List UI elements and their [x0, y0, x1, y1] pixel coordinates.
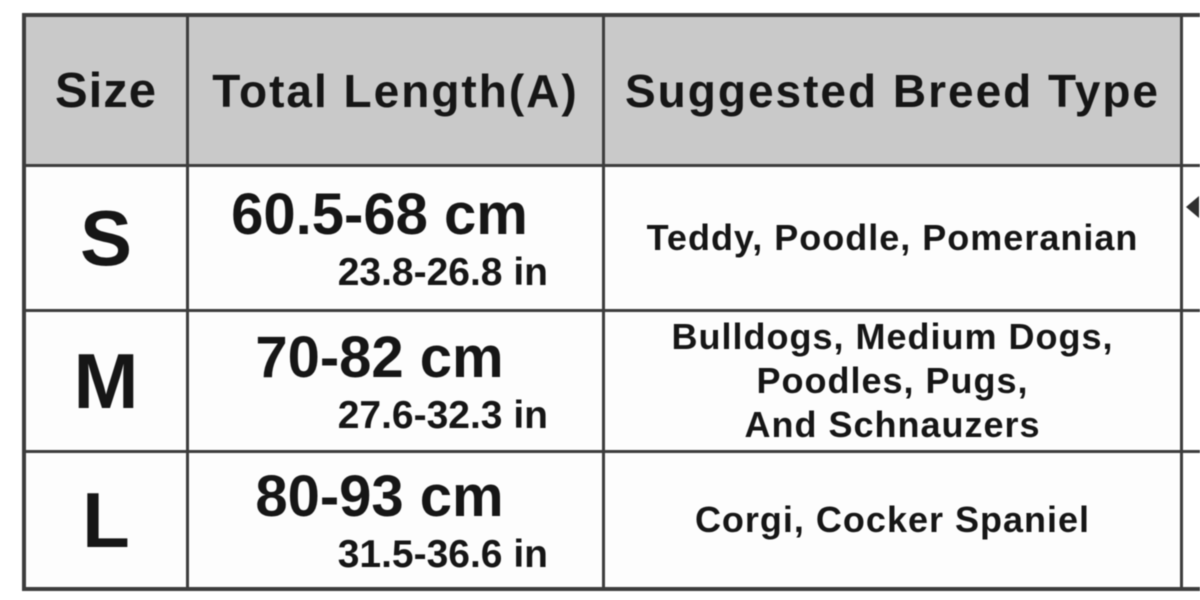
size-chart-table: Size Total Length(A) Suggested Breed Typ…: [22, 13, 1200, 591]
cutoff-cell: [1183, 167, 1200, 312]
length-cell-s: 60.5-68 cm 23.8-26.8 in: [189, 167, 605, 312]
length-cell-m: 70-82 cm 27.6-32.3 in: [189, 312, 605, 453]
size-cell-m: M: [26, 312, 189, 453]
breed-line: Poodles, Pugs,: [756, 360, 1029, 402]
size-cell-l: L: [26, 453, 189, 587]
length-in-s: 23.8-26.8 in: [337, 251, 548, 294]
left-arrowhead-icon: [1186, 196, 1199, 218]
length-cell-l: 80-93 cm 31.5-36.6 in: [189, 453, 605, 587]
header-cutoff-cell: [1183, 17, 1200, 167]
breed-line: Bulldogs, Medium Dogs,: [671, 316, 1114, 358]
header-size: Size: [26, 17, 189, 167]
breed-line: Teddy, Poodle, Pomeranian: [646, 217, 1139, 259]
header-breed-type: Suggested Breed Type: [605, 17, 1183, 167]
breed-cell-m: Bulldogs, Medium Dogs, Poodles, Pugs, An…: [605, 312, 1183, 453]
cutoff-cell: [1183, 453, 1200, 587]
breed-line: And Schnauzers: [744, 403, 1041, 445]
length-cm-l: 80-93 cm: [255, 464, 504, 529]
breed-cell-l: Corgi, Cocker Spaniel: [605, 453, 1183, 587]
size-cell-s: S: [26, 167, 189, 312]
length-cm-m: 70-82 cm: [255, 325, 504, 390]
length-in-m: 27.6-32.3 in: [337, 394, 548, 437]
header-total-length: Total Length(A): [189, 17, 605, 167]
breed-cell-s: Teddy, Poodle, Pomeranian: [605, 167, 1183, 312]
length-in-l: 31.5-36.6 in: [337, 533, 548, 576]
length-cm-s: 60.5-68 cm: [231, 182, 528, 247]
cutoff-cell: [1183, 312, 1200, 453]
breed-line: Corgi, Cocker Spaniel: [694, 499, 1091, 541]
